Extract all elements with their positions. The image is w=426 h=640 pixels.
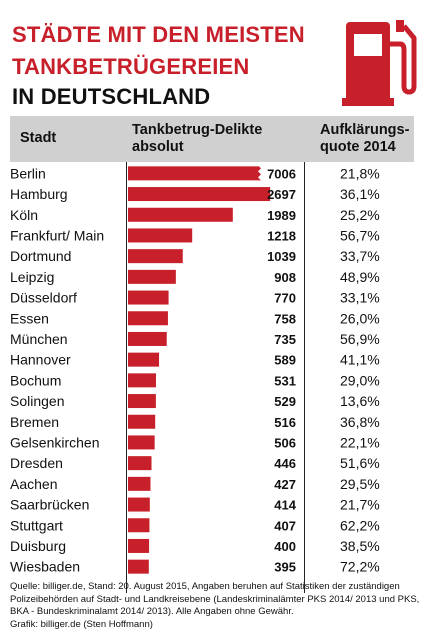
value-label: 400 bbox=[274, 539, 296, 554]
rate-label: 41,1% bbox=[340, 352, 380, 368]
value-label: 1989 bbox=[267, 208, 296, 223]
rate-label: 51,6% bbox=[340, 455, 380, 471]
header-city: Stadt bbox=[20, 130, 57, 146]
category-label: Duisburg bbox=[10, 538, 66, 554]
bar bbox=[128, 394, 156, 409]
category-label: Düsseldorf bbox=[10, 290, 77, 306]
rate-label: 62,2% bbox=[340, 517, 380, 533]
bar bbox=[128, 373, 156, 388]
bar bbox=[128, 518, 150, 533]
category-label: Solingen bbox=[10, 393, 65, 409]
rate-label: 29,5% bbox=[340, 476, 380, 492]
bar bbox=[128, 476, 151, 491]
bar bbox=[128, 290, 169, 305]
bar bbox=[128, 538, 150, 553]
table-header: Stadt Tankbetrug-Delikte absolut Aufklär… bbox=[10, 116, 414, 162]
value-label: 770 bbox=[274, 291, 296, 306]
value-label: 735 bbox=[274, 332, 296, 347]
title-line-3: IN DEUTSCHLAND bbox=[12, 84, 211, 109]
category-label: Hamburg bbox=[10, 186, 68, 202]
category-label: Frankfurt/ Main bbox=[10, 227, 104, 243]
value-label: 1218 bbox=[267, 228, 296, 243]
value-label: 395 bbox=[274, 560, 296, 575]
value-label: 7006 bbox=[267, 166, 296, 181]
value-label: 1039 bbox=[267, 249, 296, 264]
bar bbox=[128, 559, 149, 574]
bar bbox=[128, 497, 150, 512]
bar bbox=[128, 269, 176, 284]
fuel-pump-icon bbox=[342, 20, 417, 106]
category-label: Leipzig bbox=[10, 269, 54, 285]
value-label: 407 bbox=[274, 518, 296, 533]
bar bbox=[128, 352, 160, 367]
bar bbox=[128, 187, 271, 202]
rate-label: 29,0% bbox=[340, 372, 380, 388]
value-label: 589 bbox=[274, 353, 296, 368]
category-label: Gelsenkirchen bbox=[10, 434, 100, 450]
rate-label: 48,9% bbox=[340, 269, 380, 285]
category-label: München bbox=[10, 331, 68, 347]
bar bbox=[128, 166, 262, 181]
rate-label: 26,0% bbox=[340, 310, 380, 326]
header-absolute: Tankbetrug-Delikte absolut bbox=[132, 122, 263, 155]
source-note: Quelle: billiger.de, Stand: 20. August 2… bbox=[10, 581, 420, 630]
rate-label: 36,8% bbox=[340, 414, 380, 430]
title-line-2: TANKBETRÜGEREIEN bbox=[12, 54, 250, 79]
category-label: Stuttgart bbox=[10, 517, 63, 533]
rate-label: 56,7% bbox=[340, 227, 380, 243]
column-divider-left bbox=[126, 162, 127, 593]
value-label: 516 bbox=[274, 415, 296, 430]
category-label: Berlin bbox=[10, 165, 46, 181]
bar bbox=[128, 435, 155, 450]
category-label: Wiesbaden bbox=[10, 559, 80, 575]
category-label: Saarbrücken bbox=[10, 497, 89, 513]
bar bbox=[128, 249, 183, 264]
rate-label: 36,1% bbox=[340, 186, 380, 202]
value-label: 2697 bbox=[267, 187, 296, 202]
value-label: 758 bbox=[274, 311, 296, 326]
rate-label: 13,6% bbox=[340, 393, 380, 409]
bar bbox=[128, 331, 167, 346]
value-label: 427 bbox=[274, 477, 296, 492]
value-label: 506 bbox=[274, 435, 296, 450]
value-label: 529 bbox=[274, 394, 296, 409]
category-label: Hannover bbox=[10, 352, 71, 368]
axis-break-mark bbox=[258, 165, 270, 182]
rate-label: 33,1% bbox=[340, 290, 380, 306]
rate-label: 56,9% bbox=[340, 331, 380, 347]
category-label: Dortmund bbox=[10, 248, 71, 264]
rate-label: 22,1% bbox=[340, 434, 380, 450]
rate-label: 38,5% bbox=[340, 538, 380, 554]
bar bbox=[128, 207, 233, 222]
value-label: 446 bbox=[274, 456, 296, 471]
bar bbox=[128, 456, 152, 471]
category-label: Köln bbox=[10, 207, 38, 223]
bar bbox=[128, 311, 168, 326]
rate-label: 72,2% bbox=[340, 559, 380, 575]
category-label: Dresden bbox=[10, 455, 63, 471]
rate-label: 33,7% bbox=[340, 248, 380, 264]
rate-label: 21,8% bbox=[340, 165, 380, 181]
rate-label: 21,7% bbox=[340, 497, 380, 513]
category-label: Bremen bbox=[10, 414, 59, 430]
category-label: Essen bbox=[10, 310, 49, 326]
bar bbox=[128, 228, 193, 243]
rate-label: 25,2% bbox=[340, 207, 380, 223]
value-label: 414 bbox=[274, 498, 296, 513]
bar bbox=[128, 414, 156, 429]
value-label: 531 bbox=[274, 373, 296, 388]
column-divider-right bbox=[304, 162, 305, 593]
category-label: Aachen bbox=[10, 476, 57, 492]
category-label: Bochum bbox=[10, 372, 61, 388]
value-label: 908 bbox=[274, 270, 296, 285]
bar-chart: Berlin 7006 21,8% Hamburg 2697 36,1% Köln 1989 2… bbox=[10, 165, 380, 575]
header-rate: Aufklärungs- quote 2014 bbox=[320, 122, 410, 155]
title-line-1: STÄDTE MIT DEN MEISTEN bbox=[12, 22, 305, 47]
